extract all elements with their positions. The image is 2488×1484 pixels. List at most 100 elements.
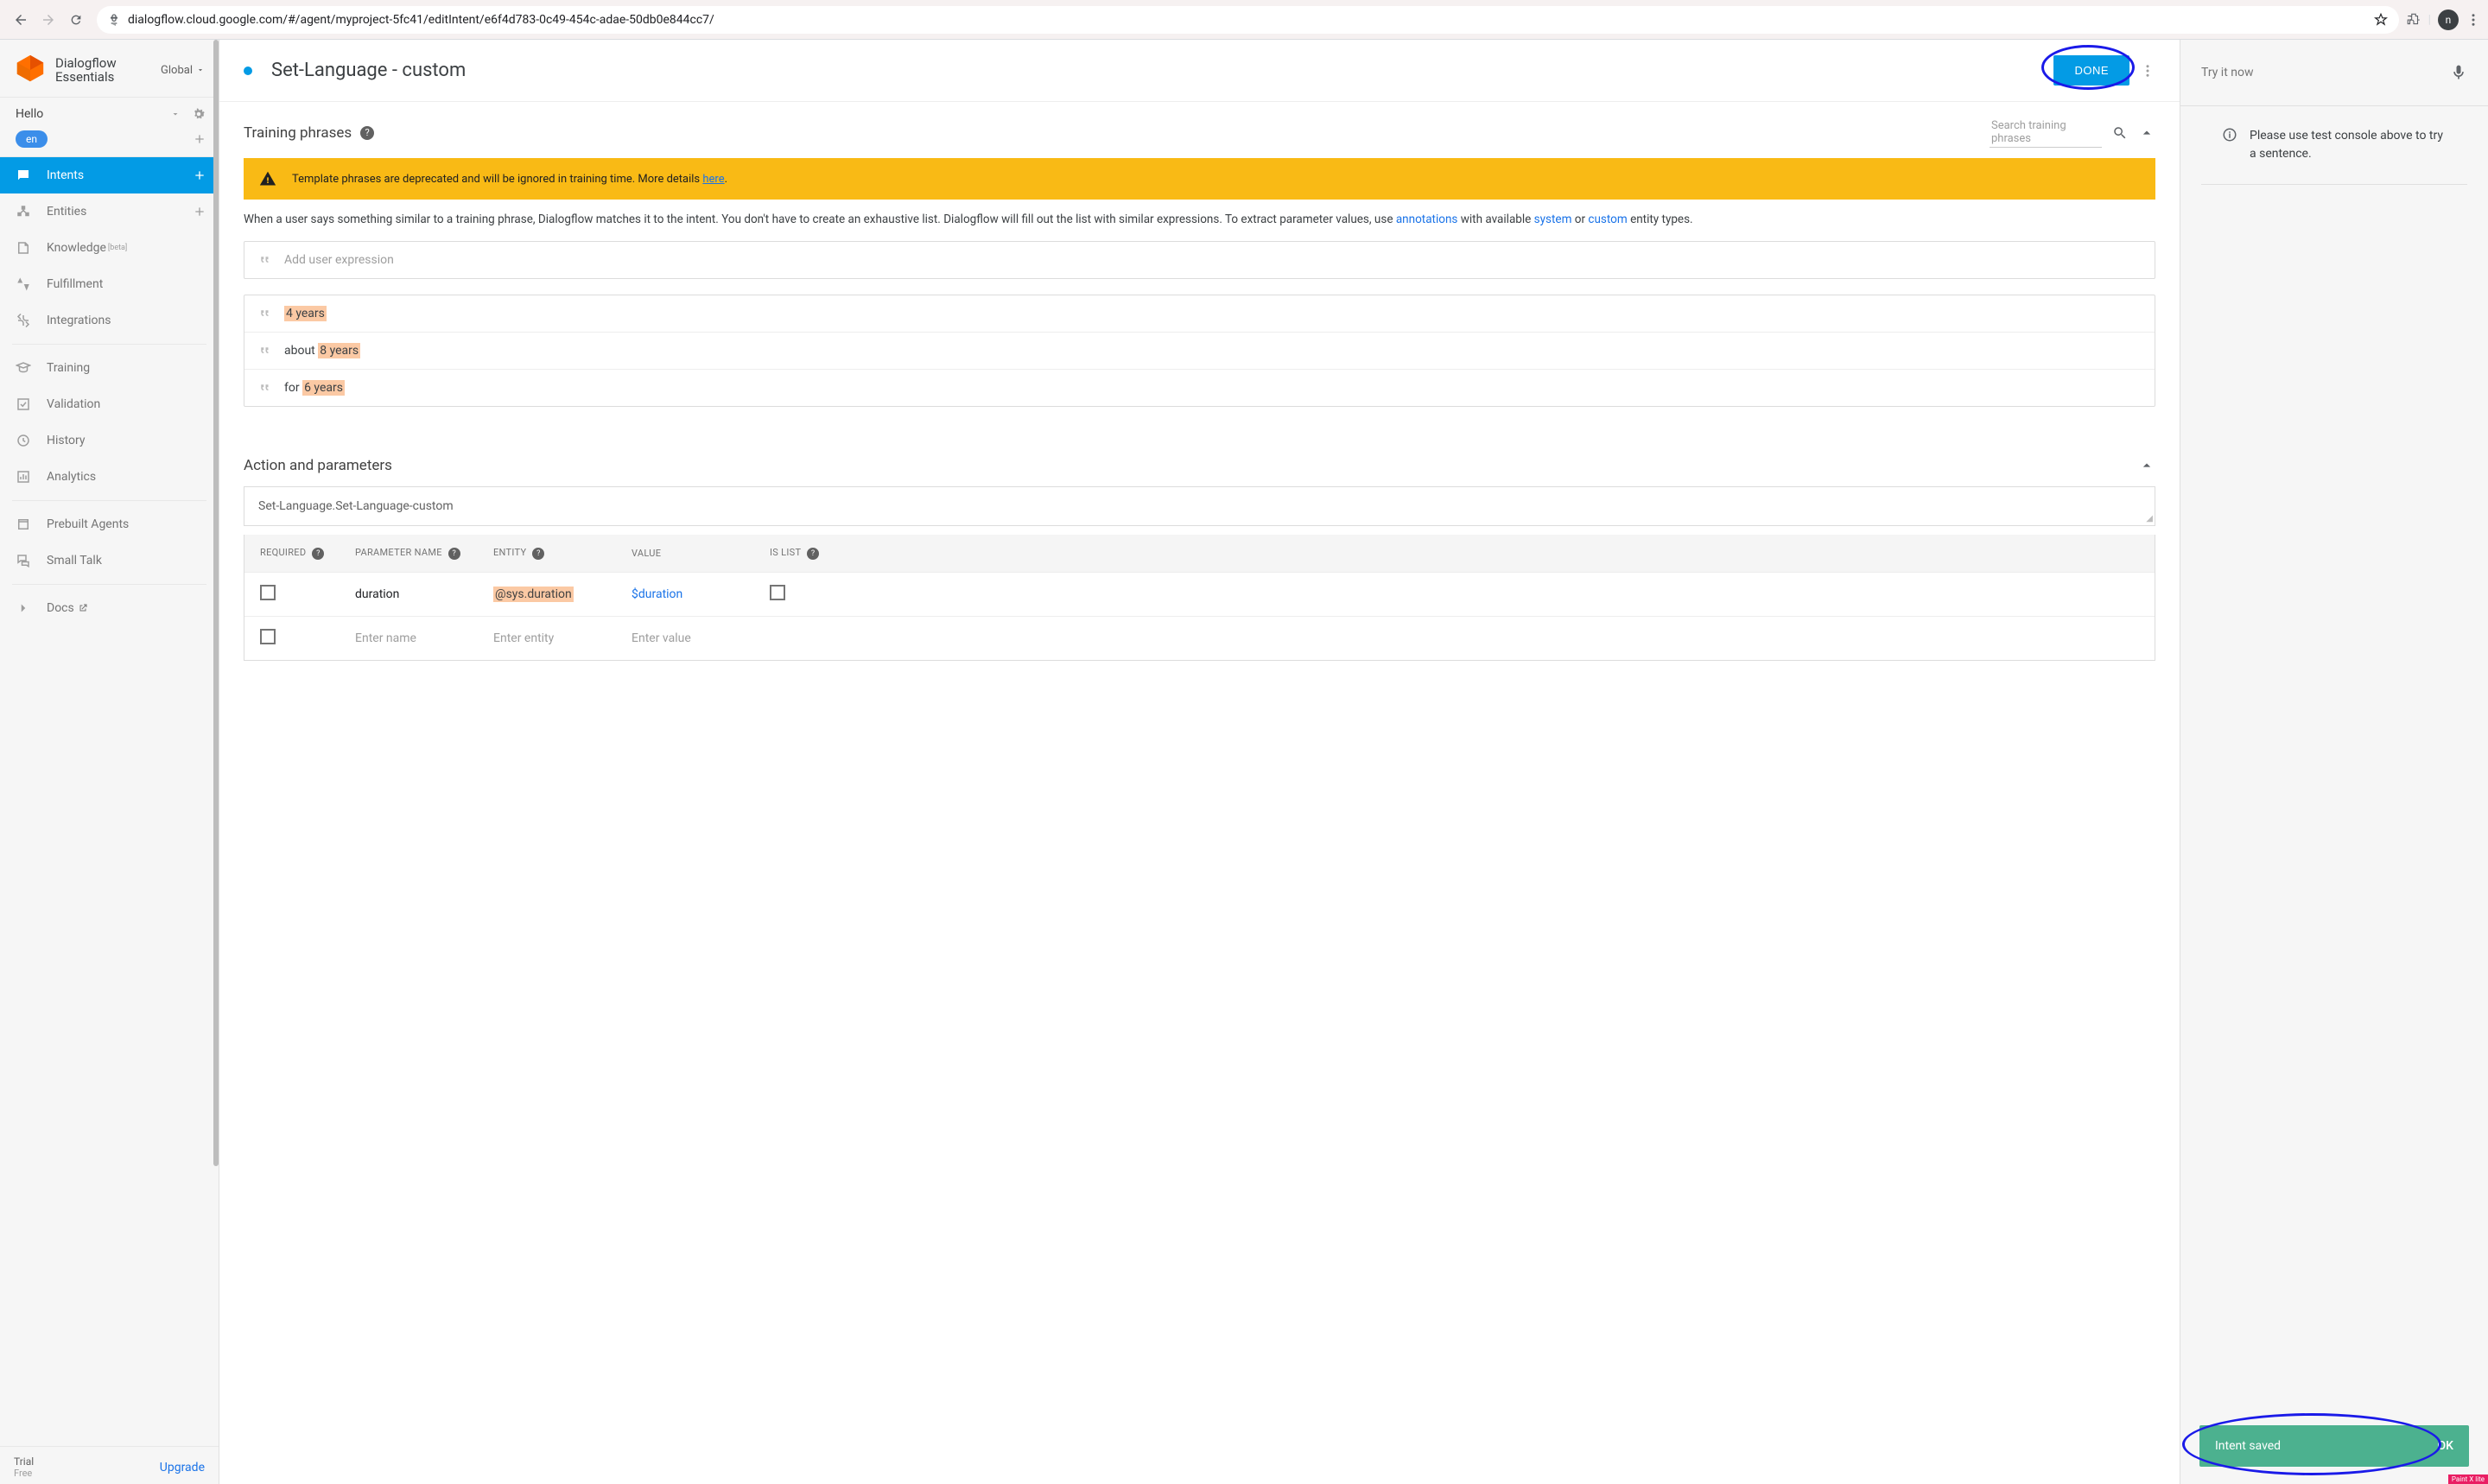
- help-icon[interactable]: ?: [807, 548, 819, 560]
- parameter-row-new[interactable]: Enter name Enter entity Enter value: [244, 616, 2155, 660]
- help-icon[interactable]: ?: [532, 548, 544, 560]
- action-name-input[interactable]: Set-Language.Set-Language-custom ◢: [244, 486, 2155, 526]
- dialogflow-logo-icon: [14, 54, 47, 86]
- help-icon[interactable]: ?: [360, 126, 374, 140]
- sidebar-item-prebuilt[interactable]: Prebuilt Agents: [0, 506, 219, 542]
- plan-tier: Free: [14, 1468, 34, 1479]
- smalltalk-icon: [16, 553, 33, 568]
- param-value-input[interactable]: Enter value: [632, 631, 770, 645]
- sidebar-item-validation[interactable]: Validation: [0, 386, 219, 422]
- intent-status-dot: [244, 67, 252, 75]
- quote-icon: [257, 306, 272, 321]
- required-checkbox[interactable]: [260, 585, 276, 600]
- sidebar-scrollbar[interactable]: [213, 40, 219, 1484]
- save-button[interactable]: DONE: [2053, 55, 2129, 86]
- intent-menu-icon[interactable]: [2140, 63, 2155, 79]
- param-value-cell[interactable]: $duration: [632, 587, 770, 601]
- intent-title[interactable]: Set-Language - custom: [271, 60, 2053, 81]
- mic-icon[interactable]: [2450, 64, 2467, 81]
- sidebar-item-docs[interactable]: Docs: [0, 590, 219, 626]
- browser-chrome: dialogflow.cloud.google.com/#/agent/mypr…: [0, 0, 2488, 40]
- custom-link[interactable]: custom: [1588, 212, 1627, 226]
- chevron-down-icon: [170, 109, 181, 119]
- forward-button[interactable]: [35, 6, 62, 34]
- test-console: Try it now Please use test console above…: [2180, 40, 2488, 1484]
- collapse-icon[interactable]: [2138, 124, 2155, 142]
- sidebar-item-history[interactable]: History: [0, 422, 219, 459]
- help-icon[interactable]: ?: [312, 548, 324, 560]
- knowledge-icon: [16, 240, 33, 256]
- param-name-input[interactable]: Enter name: [355, 631, 493, 645]
- add-entity-icon[interactable]: [193, 205, 206, 219]
- extensions-icon[interactable]: [2406, 12, 2421, 28]
- sidebar-item-smalltalk[interactable]: Small Talk: [0, 542, 219, 579]
- quote-icon: [257, 343, 272, 358]
- search-training-input[interactable]: Search training phrases: [1990, 117, 2102, 148]
- browser-menu-icon[interactable]: [2466, 12, 2481, 28]
- islist-checkbox[interactable]: [770, 585, 785, 600]
- collapse-icon[interactable]: [2138, 457, 2155, 474]
- warning-link[interactable]: here: [702, 173, 724, 186]
- toast-notification: Intent saved OK: [2199, 1425, 2469, 1467]
- search-icon[interactable]: [2112, 125, 2128, 141]
- sidebar-item-intents[interactable]: Intents: [0, 157, 219, 193]
- fulfillment-icon: [16, 276, 33, 292]
- brand-line1: Dialogflow: [55, 56, 117, 71]
- url-bar[interactable]: dialogflow.cloud.google.com/#/agent/mypr…: [97, 6, 2399, 34]
- gear-icon[interactable]: [191, 106, 206, 122]
- external-link-icon: [78, 603, 88, 613]
- back-button[interactable]: [7, 6, 35, 34]
- brand-line2: Essentials: [55, 70, 117, 85]
- add-phrase-input[interactable]: Add user expression: [244, 241, 2155, 279]
- training-phrase-row[interactable]: about 8 years: [244, 333, 2155, 370]
- star-icon[interactable]: [2373, 12, 2389, 28]
- region-selector[interactable]: Global: [161, 64, 205, 77]
- profile-avatar[interactable]: n: [2438, 10, 2459, 30]
- param-entity-input[interactable]: Enter entity: [493, 631, 632, 645]
- training-section-title: Training phrases: [244, 124, 352, 142]
- plan-label: Trial: [14, 1455, 34, 1468]
- system-link[interactable]: system: [1534, 212, 1572, 226]
- help-icon[interactable]: ?: [448, 548, 460, 560]
- param-name-cell[interactable]: duration: [355, 587, 493, 601]
- add-intent-icon[interactable]: [193, 168, 206, 182]
- sidebar-item-fulfillment[interactable]: Fulfillment: [0, 266, 219, 302]
- required-checkbox[interactable]: [260, 629, 276, 644]
- parameter-row[interactable]: duration @sys.duration $duration: [244, 572, 2155, 616]
- param-entity-cell[interactable]: @sys.duration: [493, 587, 574, 602]
- sidebar-item-entities[interactable]: Entities: [0, 193, 219, 230]
- toast-ok-button[interactable]: OK: [2438, 1439, 2454, 1453]
- reload-button[interactable]: [62, 6, 90, 34]
- sidebar-item-analytics[interactable]: Analytics: [0, 459, 219, 495]
- sidebar-item-knowledge[interactable]: Knowledge [beta]: [0, 230, 219, 266]
- training-phrase-row[interactable]: 4 years: [244, 295, 2155, 333]
- console-info-text: Please use test console above to try a s…: [2250, 127, 2447, 163]
- toast-message: Intent saved: [2215, 1439, 2281, 1453]
- annotations-link[interactable]: annotations: [1396, 212, 1458, 226]
- quote-icon: [257, 380, 272, 396]
- parameters-table: REQUIRED ? PARAMETER NAME ? ENTITY ? VAL…: [244, 535, 2155, 661]
- agent-selector[interactable]: Hello: [0, 97, 219, 127]
- main-content: Set-Language - custom DONE Training phra…: [219, 40, 2180, 1484]
- training-icon: [16, 360, 33, 376]
- language-pill[interactable]: en: [16, 130, 48, 148]
- analytics-icon: [16, 469, 33, 485]
- site-settings-icon[interactable]: [107, 13, 121, 27]
- resize-handle-icon[interactable]: ◢: [2146, 514, 2153, 523]
- info-icon: [2222, 127, 2237, 163]
- upgrade-link[interactable]: Upgrade: [160, 1461, 205, 1474]
- integrations-icon: [16, 313, 33, 328]
- history-icon: [16, 433, 33, 448]
- training-phrase-row[interactable]: for 6 years: [244, 370, 2155, 406]
- sidebar-item-training[interactable]: Training: [0, 350, 219, 386]
- sidebar-item-integrations[interactable]: Integrations: [0, 302, 219, 339]
- sidebar: Dialogflow Essentials Global Hello en: [0, 40, 219, 1484]
- url-text: dialogflow.cloud.google.com/#/agent/mypr…: [128, 13, 714, 27]
- add-language-icon[interactable]: [193, 132, 206, 146]
- validation-icon: [16, 396, 33, 412]
- intents-icon: [16, 168, 33, 183]
- training-description: When a user says something similar to a …: [244, 200, 2155, 241]
- warning-icon: [259, 170, 276, 187]
- warning-banner: Template phrases are deprecated and will…: [244, 158, 2155, 200]
- try-it-input[interactable]: Try it now: [2201, 66, 2450, 79]
